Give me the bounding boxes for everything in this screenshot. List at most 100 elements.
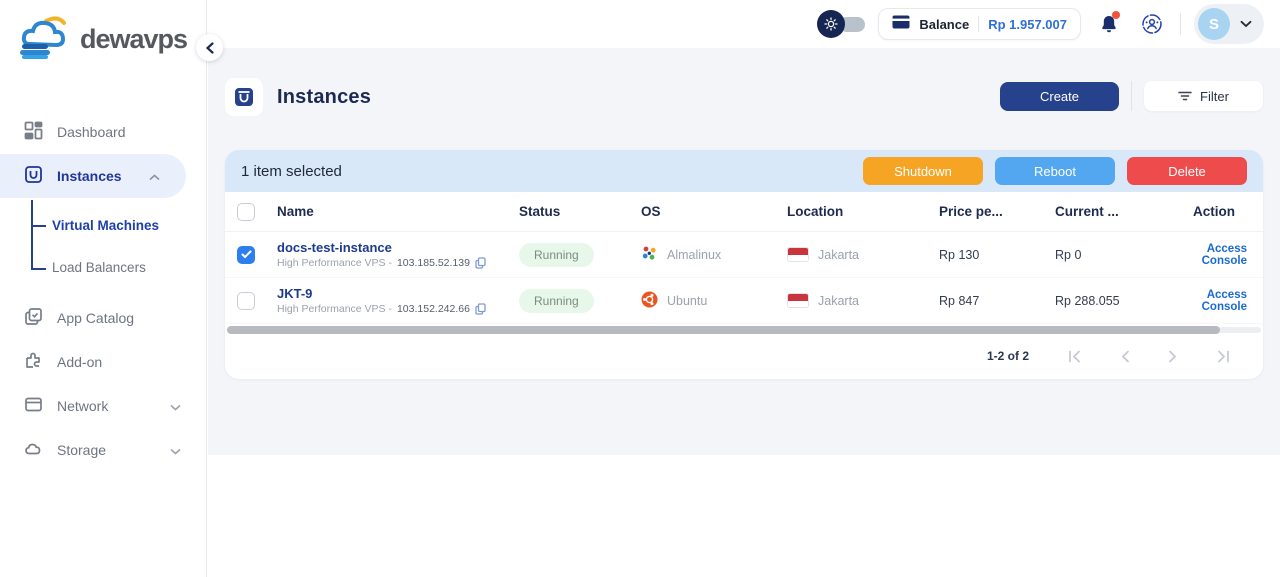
sidebar-item-label: Storage: [57, 442, 107, 458]
os-cell: Ubuntu: [641, 291, 787, 311]
selection-count: 1 item selected: [241, 162, 342, 180]
os-label: Ubuntu: [667, 293, 708, 308]
current-cell: Rp 0: [1055, 247, 1082, 262]
previous-page-icon[interactable]: [1120, 350, 1130, 363]
plan-label: High Performance VPS -: [277, 257, 392, 269]
copy-icon[interactable]: [475, 257, 486, 269]
tree-line: [31, 268, 46, 270]
status-badge: Running: [519, 288, 594, 313]
notification-dot: [1112, 11, 1120, 19]
table-header: Name Status OS Location Price pe... Curr…: [225, 192, 1263, 232]
row-checkbox[interactable]: [237, 291, 255, 310]
tree-line: [31, 225, 46, 227]
ip-address: 103.185.52.139: [396, 257, 470, 269]
avatar: S: [1198, 8, 1230, 40]
sidebar-item-label: Add-on: [57, 354, 103, 370]
shutdown-button[interactable]: Shutdown: [863, 157, 983, 185]
divider: [1180, 13, 1181, 35]
row-checkbox[interactable]: [237, 245, 255, 264]
column-header-action: Action: [1193, 204, 1235, 219]
divider: [1131, 81, 1132, 111]
sun-icon: [817, 10, 846, 38]
sidebar-item-label: Network: [57, 398, 109, 414]
sidebar-item-label: Instances: [57, 168, 122, 184]
sidebar-item-label: Dashboard: [57, 124, 126, 140]
delete-button[interactable]: Delete: [1127, 157, 1247, 185]
cloud-storage-icon: [24, 439, 43, 461]
plan-label: High Performance VPS -: [277, 303, 392, 315]
instances-page-icon: [225, 78, 263, 116]
price-cell: Rp 847: [939, 293, 980, 308]
pagination-range: 1-2 of 2: [986, 349, 1029, 363]
ip-address: 103.152.242.66: [396, 303, 470, 315]
filter-label: Filter: [1200, 88, 1229, 104]
column-header-status: Status: [519, 204, 561, 219]
pagination-controls: [1067, 350, 1231, 363]
location-label: Jakarta: [818, 247, 859, 262]
almalinux-icon: [641, 245, 658, 265]
status-badge: Running: [519, 242, 594, 267]
notifications-button[interactable]: [1094, 9, 1124, 39]
sidebar-item-load-balancers[interactable]: Load Balancers: [0, 246, 207, 288]
copy-icon[interactable]: [475, 303, 486, 315]
access-console-link[interactable]: Access Console: [1201, 288, 1247, 313]
brand-logo[interactable]: dewavps: [18, 14, 188, 65]
first-page-icon[interactable]: [1067, 350, 1082, 363]
dashboard-icon: [24, 121, 43, 143]
chevron-down-icon: [170, 442, 181, 458]
scrollbar-thumb[interactable]: [227, 326, 1220, 334]
horizontal-scrollbar: [227, 326, 1261, 334]
os-cell: Almalinux: [641, 245, 787, 265]
location-label: Jakarta: [818, 293, 859, 308]
column-header-name: Name: [277, 204, 314, 219]
column-header-price: Price pe...: [939, 204, 1003, 219]
divider: [978, 16, 980, 32]
main-content: Instances Create Filter 1 item selected …: [208, 48, 1280, 455]
toggle-track: [839, 17, 866, 32]
last-page-icon[interactable]: [1216, 350, 1231, 363]
filter-icon: [1178, 89, 1192, 104]
instance-name-link[interactable]: docs-test-instance: [277, 240, 392, 255]
next-page-icon[interactable]: [1168, 350, 1178, 363]
sidebar-item-add-on[interactable]: Add-on: [0, 340, 207, 384]
os-label: Almalinux: [667, 247, 722, 262]
header-actions: Create Filter: [1000, 81, 1263, 111]
sidebar-item-virtual-machines[interactable]: Virtual Machines: [0, 204, 207, 246]
select-all-checkbox[interactable]: [237, 202, 255, 221]
support-button[interactable]: [1137, 9, 1167, 39]
sidebar-item-instances[interactable]: Instances: [0, 154, 186, 198]
sidebar-collapse-button[interactable]: [196, 34, 223, 61]
location-cell: Jakarta: [787, 247, 939, 262]
instances-icon: [24, 165, 43, 187]
tree-line: [31, 200, 33, 269]
ubuntu-icon: [641, 291, 658, 311]
sidebar-nav: Dashboard Instances V: [0, 110, 207, 472]
sidebar-item-dashboard[interactable]: Dashboard: [0, 110, 207, 154]
table-row: JKT-9 High Performance VPS - 103.152.242…: [225, 278, 1263, 324]
instance-name-cell: JKT-9 High Performance VPS - 103.152.242…: [277, 286, 519, 315]
create-button[interactable]: Create: [1000, 81, 1119, 111]
sidebar-item-label: App Catalog: [57, 310, 135, 326]
status-cell: Running: [519, 242, 641, 267]
balance-pill[interactable]: Balance Rp 1.957.007: [878, 8, 1081, 40]
instances-subnav: Virtual Machines Load Balancers: [0, 200, 207, 288]
indonesia-flag-icon: [787, 247, 809, 262]
location-cell: Jakarta: [787, 293, 939, 308]
column-header-current: Current ...: [1055, 204, 1119, 219]
instance-subtitle: High Performance VPS - 103.185.52.139: [277, 257, 519, 269]
filter-button[interactable]: Filter: [1144, 81, 1263, 111]
sidebar-item-app-catalog[interactable]: App Catalog: [0, 296, 207, 340]
sidebar-item-network[interactable]: Network: [0, 384, 207, 428]
sidebar-item-storage[interactable]: Storage: [0, 428, 207, 472]
sidebar-item-label: Virtual Machines: [52, 217, 160, 233]
instance-name-link[interactable]: JKT-9: [277, 286, 313, 301]
access-console-link[interactable]: Access Console: [1201, 242, 1247, 267]
network-icon: [24, 395, 43, 417]
dark-mode-toggle[interactable]: [817, 10, 866, 38]
selection-bar: 1 item selected Shutdown Reboot Delete: [225, 150, 1263, 192]
reboot-button[interactable]: Reboot: [995, 157, 1115, 185]
current-cell: Rp 288.055: [1055, 293, 1120, 308]
page-header: Instances: [225, 78, 371, 116]
user-menu[interactable]: S: [1194, 4, 1264, 44]
